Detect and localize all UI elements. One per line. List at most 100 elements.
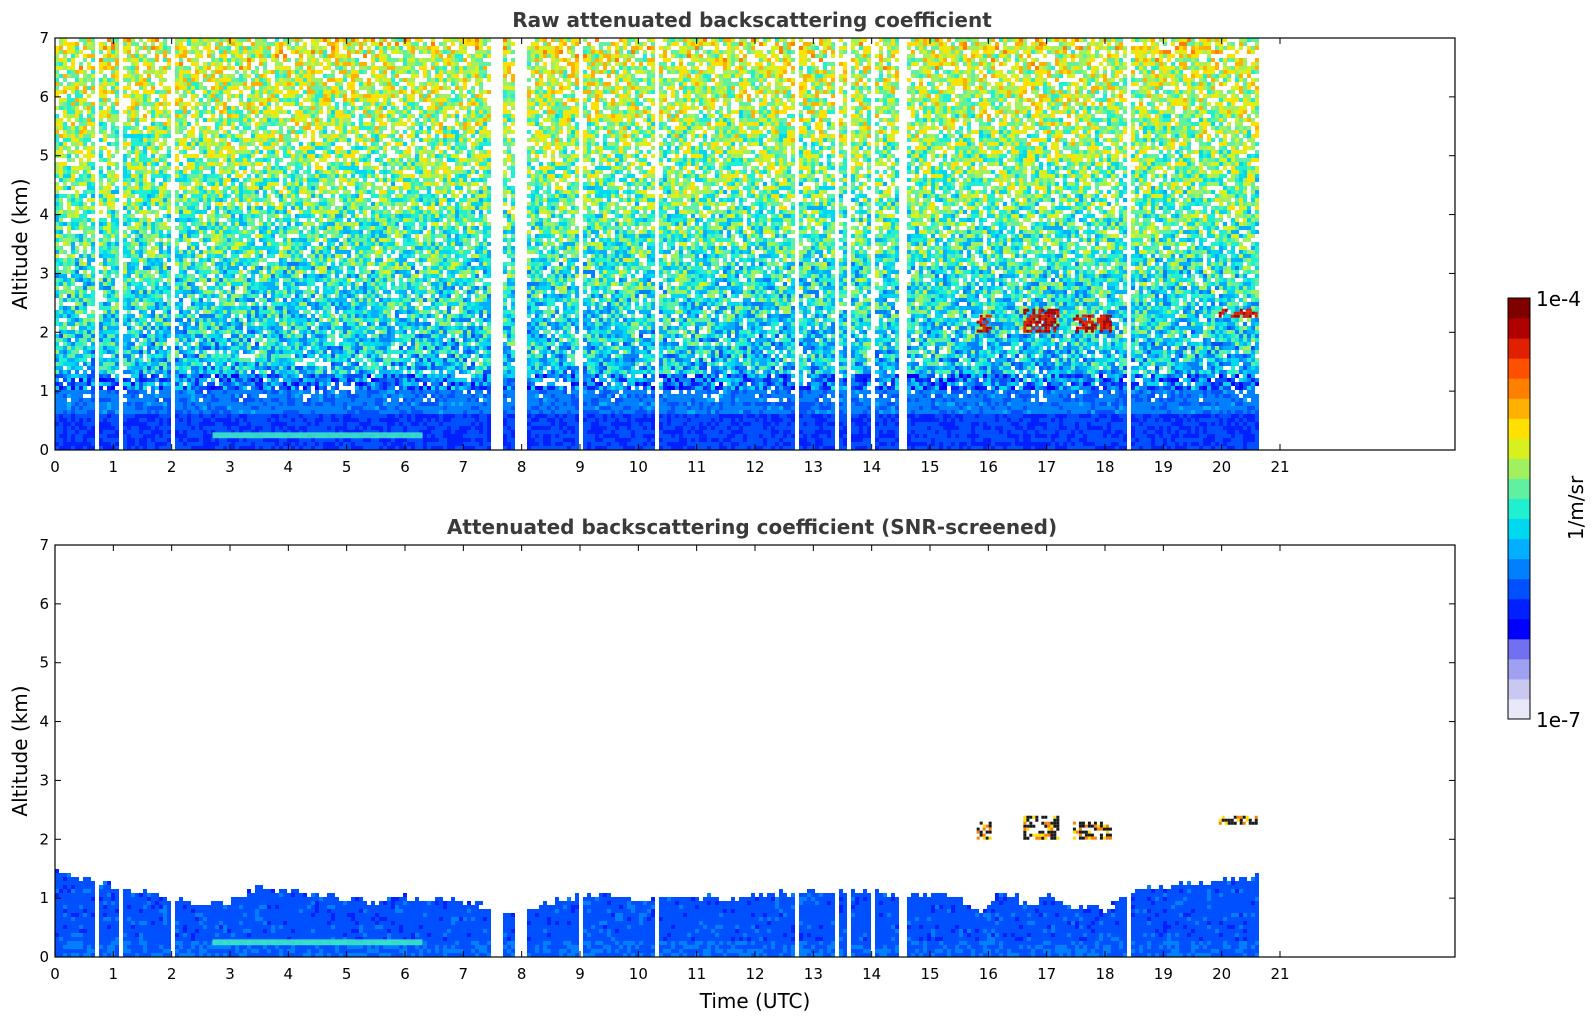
heatmap-cell — [99, 242, 103, 246]
heatmap-cell — [111, 326, 115, 330]
heatmap-cell — [115, 66, 119, 70]
heatmap-cell — [67, 194, 71, 198]
heatmap-cell — [71, 290, 75, 294]
heatmap-cell — [71, 414, 75, 418]
heatmap-cell — [99, 222, 103, 226]
heatmap-cell — [87, 242, 91, 246]
heatmap-cell — [115, 306, 119, 310]
heatmap-cell — [71, 442, 75, 446]
heatmap-cell — [111, 198, 115, 202]
heatmap-cell — [83, 138, 87, 142]
heatmap-cell — [71, 102, 75, 106]
heatmap-cell — [139, 382, 143, 386]
heatmap-cell — [103, 190, 107, 194]
heatmap-cell — [131, 118, 135, 122]
heatmap-cell — [127, 234, 131, 238]
heatmap-cell — [75, 166, 79, 170]
heatmap-cell — [63, 434, 67, 438]
heatmap-cell — [99, 350, 103, 354]
heatmap-cell — [123, 78, 127, 82]
heatmap-cell — [87, 274, 91, 278]
heatmap-cell — [63, 174, 67, 178]
heatmap-cell — [67, 414, 71, 418]
heatmap-cell — [123, 266, 127, 270]
heatmap-cell — [135, 102, 139, 106]
heatmap-cell — [103, 434, 107, 438]
heatmap-cell — [123, 438, 127, 442]
heatmap-cell — [87, 146, 91, 150]
heatmap-cell — [111, 210, 115, 214]
heatmap-cell — [91, 270, 95, 274]
heatmap-cell — [139, 250, 143, 254]
heatmap-cell — [79, 94, 83, 98]
heatmap-cell — [67, 294, 71, 298]
heatmap-cell — [87, 190, 91, 194]
heatmap-cell — [123, 190, 127, 194]
heatmap-cell — [71, 310, 75, 314]
heatmap-cell — [71, 106, 75, 110]
heatmap-cell — [111, 434, 115, 438]
heatmap-cell — [75, 402, 79, 406]
heatmap-cell — [71, 354, 75, 358]
heatmap-cell — [83, 346, 87, 350]
heatmap-cell — [79, 418, 83, 422]
heatmap-cell — [107, 362, 111, 366]
heatmap-cell — [115, 414, 119, 418]
heatmap-cell — [103, 202, 107, 206]
heatmap-cell — [107, 298, 111, 302]
heatmap-cell — [107, 214, 111, 218]
heatmap-cell — [83, 278, 87, 282]
heatmap-cell — [63, 358, 67, 362]
heatmap-cell — [99, 90, 103, 94]
heatmap-cell — [99, 338, 103, 342]
heatmap-cell — [79, 266, 83, 270]
heatmap-cell — [87, 102, 91, 106]
heatmap-cell — [131, 258, 135, 262]
heatmap-cell — [79, 174, 83, 178]
heatmap-cell — [123, 358, 127, 362]
heatmap-cell — [127, 122, 131, 126]
heatmap-cell — [83, 374, 87, 378]
heatmap-cell — [115, 310, 119, 314]
heatmap-cell — [91, 202, 95, 206]
heatmap-cell — [91, 126, 95, 130]
heatmap-cell — [71, 98, 75, 102]
heatmap-cell — [71, 318, 75, 322]
heatmap-cell — [91, 118, 95, 122]
heatmap-cell — [87, 430, 91, 434]
heatmap-cell — [71, 210, 75, 214]
heatmap-cell — [107, 442, 111, 446]
heatmap-cell — [111, 438, 115, 442]
heatmap-cell — [99, 42, 103, 46]
heatmap-cell — [103, 238, 107, 242]
heatmap-cell — [115, 198, 119, 202]
heatmap-cell — [63, 170, 67, 174]
heatmap-cell — [91, 82, 95, 86]
heatmap-cell — [139, 434, 143, 438]
heatmap-cell — [59, 202, 63, 206]
heatmap-cell — [83, 86, 87, 90]
heatmap-cell — [91, 346, 95, 350]
heatmap-cell — [99, 442, 103, 446]
heatmap-cell — [135, 438, 139, 442]
heatmap-cell — [63, 154, 67, 158]
heatmap-cell — [131, 178, 135, 182]
heatmap-cell — [131, 114, 135, 118]
heatmap-cell — [71, 386, 75, 390]
heatmap-cell — [67, 242, 71, 246]
heatmap-cell — [111, 362, 115, 366]
heatmap-cell — [79, 310, 83, 314]
heatmap-cell — [103, 406, 107, 410]
heatmap-cell — [115, 382, 119, 386]
heatmap-cell — [135, 294, 139, 298]
heatmap-cell — [115, 118, 119, 122]
heatmap-cell — [115, 166, 119, 170]
heatmap-cell — [103, 330, 107, 334]
heatmap-cell — [87, 66, 91, 70]
heatmap-cell — [83, 306, 87, 310]
heatmap-cell — [75, 218, 79, 222]
heatmap-cell — [111, 342, 115, 346]
heatmap-cell — [127, 154, 131, 158]
heatmap-cell — [111, 222, 115, 226]
heatmap-cell — [75, 82, 79, 86]
